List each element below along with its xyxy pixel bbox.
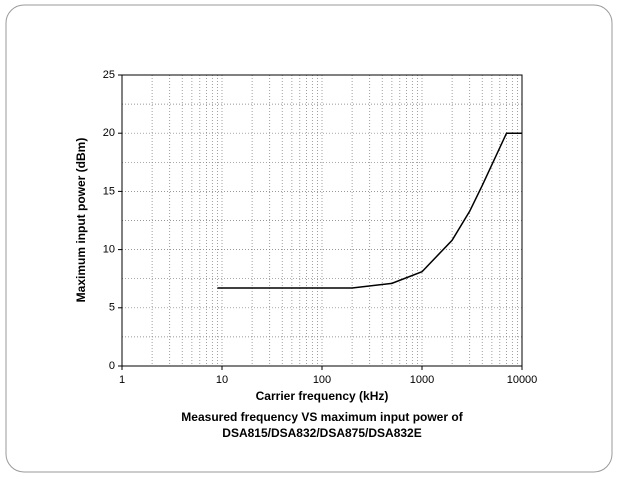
y-tick-label: 10 [103,244,115,256]
x-tick-label: 1000 [410,374,434,386]
x-tick-label: 100 [313,374,331,386]
x-tick-label: 10 [216,374,228,386]
chart-title: Measured frequency VS maximum input powe… [181,410,463,424]
y-axis-label: Maximum input power (dBm) [74,138,88,303]
y-tick-label: 0 [109,360,115,372]
data-line [217,132,522,289]
chart-title: DSA815/DSA832/DSA875/DSA832E [222,426,421,440]
y-tick-label: 15 [103,185,115,197]
y-tick-label: 25 [103,69,115,81]
x-axis-label: Carrier frequency (kHz) [256,389,389,403]
x-tick-label: 10000 [507,374,538,386]
y-tick-label: 5 [109,302,115,314]
plot-frame [121,74,523,367]
frame [5,4,613,473]
x-tick-label: 1 [119,374,125,386]
y-tick-label: 20 [103,127,115,139]
